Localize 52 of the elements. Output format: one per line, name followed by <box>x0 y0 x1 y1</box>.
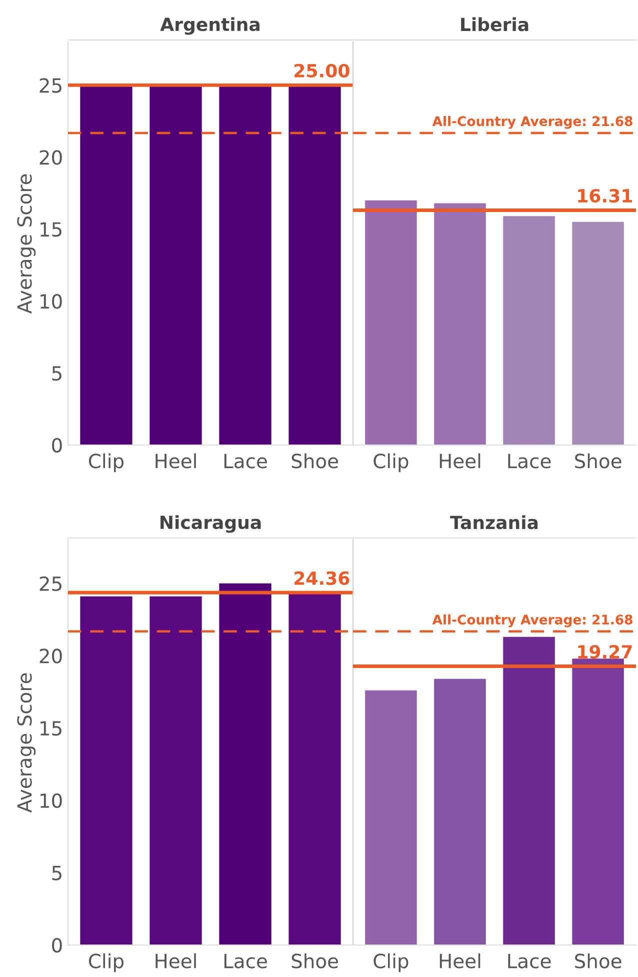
chart-title: Tanzania <box>450 515 538 530</box>
x-tick-label: Lace <box>224 954 267 968</box>
x-tick-label: Clip <box>88 953 124 972</box>
x-tick-label: Lace <box>508 954 551 968</box>
bar <box>503 216 555 445</box>
y-tick-label: 25 <box>40 576 62 592</box>
x-tick-label: Shoe <box>292 453 338 468</box>
x-tick-label: Heel <box>156 953 196 968</box>
ref-line-label: 16.31 <box>578 188 632 203</box>
bar <box>434 678 486 945</box>
y-axis-title: Average Score <box>17 174 36 314</box>
chart-title: Argentina <box>160 17 260 35</box>
x-tick-label: Lace <box>508 454 551 468</box>
chart-title: Liberia <box>461 17 528 32</box>
x-tick-label: Shoe <box>575 453 622 468</box>
bar <box>80 596 132 945</box>
bar <box>219 583 272 945</box>
y-tick-label: 20 <box>40 648 62 664</box>
x-tick-label: Shoe <box>575 953 622 968</box>
x-tick-label: Clip <box>374 953 408 972</box>
bar <box>503 636 555 945</box>
y-tick-label: 20 <box>40 150 62 165</box>
bar <box>572 222 624 445</box>
bar <box>365 690 417 945</box>
ref-line-label: All-Country Average: 21.68 <box>432 614 632 628</box>
ref-line-label: 25.00 <box>294 64 350 78</box>
bar <box>572 658 624 945</box>
ref-line-label: 19.27 <box>578 644 632 659</box>
x-tick-label: Clip <box>374 453 408 472</box>
x-tick-label: Heel <box>440 953 480 968</box>
y-tick-label: 0 <box>52 938 62 953</box>
x-tick-label: Heel <box>440 453 480 468</box>
x-tick-label: Clip <box>88 453 124 472</box>
x-tick-label: Shoe <box>292 953 338 968</box>
ref-line-label: All-Country Average: 21.68 <box>432 116 632 129</box>
y-axis-title: Average Score <box>17 673 36 813</box>
y-tick-label: 5 <box>52 866 62 880</box>
bar <box>288 594 341 945</box>
y-tick-label: 25 <box>40 78 62 93</box>
x-tick-label: Lace <box>224 454 267 468</box>
bar <box>365 200 417 445</box>
y-tick-label: 0 <box>52 438 62 453</box>
ref-line-label: 24.36 <box>294 571 350 585</box>
y-tick-label: 15 <box>40 721 62 736</box>
y-tick-label: 5 <box>52 366 62 381</box>
chart-title: Nicaragua <box>160 515 261 533</box>
x-tick-label: Heel <box>156 453 196 468</box>
y-tick-label: 15 <box>40 222 62 237</box>
bar <box>434 203 486 445</box>
y-tick-label: 10 <box>40 793 62 808</box>
bar <box>150 596 202 945</box>
y-tick-label: 10 <box>40 294 62 309</box>
